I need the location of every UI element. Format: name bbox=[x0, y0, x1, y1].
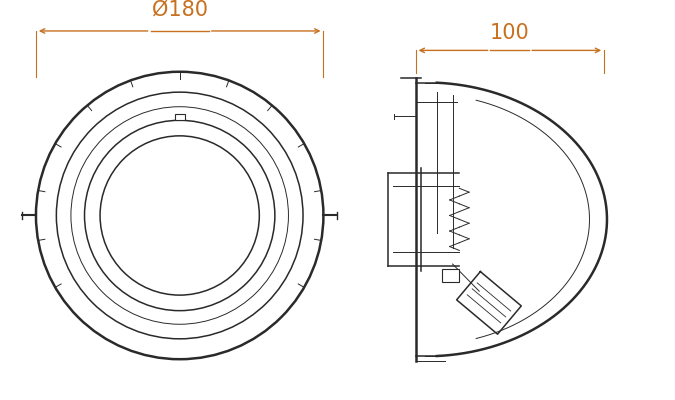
Bar bbox=[442, 269, 460, 282]
Bar bbox=[175, 114, 184, 120]
Text: Ø180: Ø180 bbox=[152, 0, 208, 20]
Text: 100: 100 bbox=[490, 23, 530, 43]
